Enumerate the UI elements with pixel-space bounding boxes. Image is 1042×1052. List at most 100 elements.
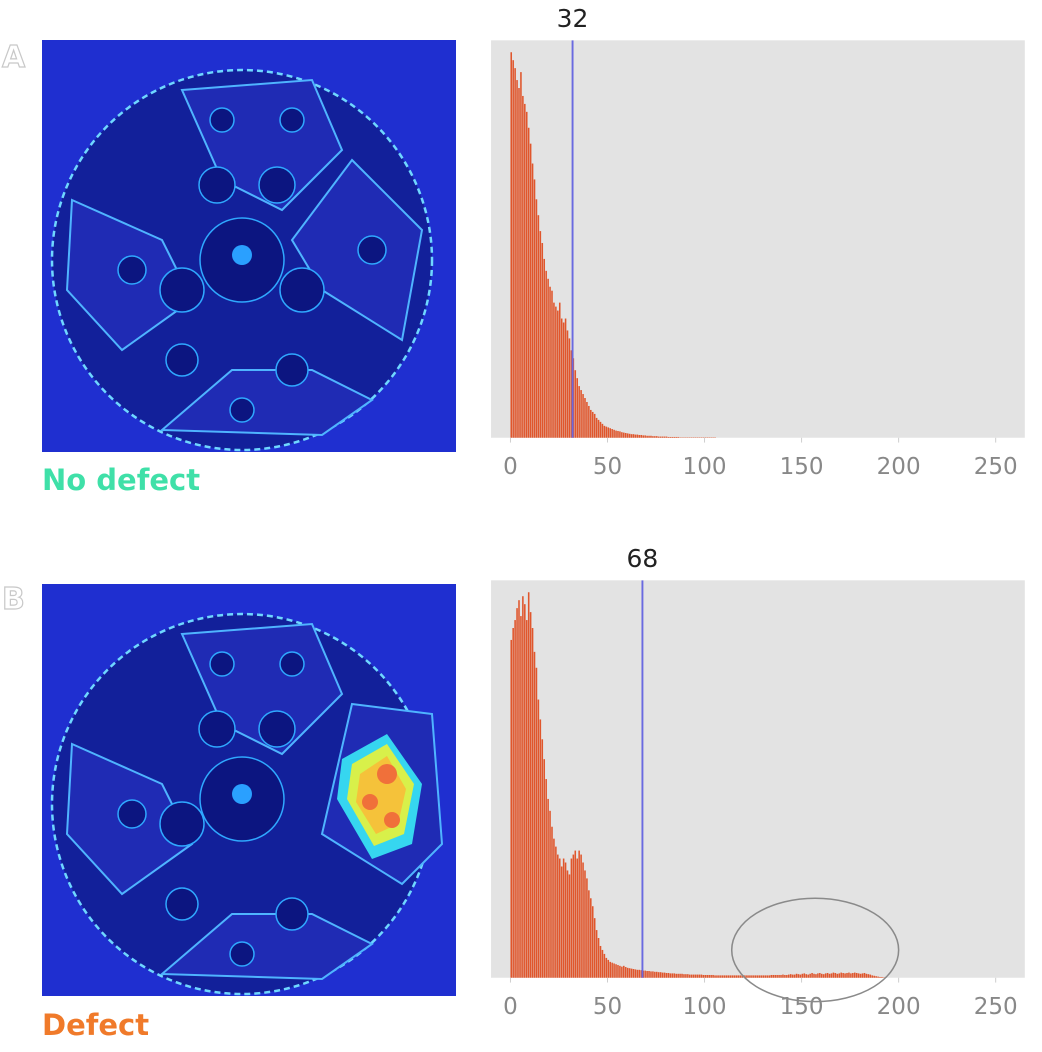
histogram-bar [516, 80, 518, 438]
histogram-bar [632, 434, 635, 438]
histogram-bar [774, 974, 776, 978]
histogram-bar [780, 974, 782, 978]
histogram-bar [665, 436, 668, 438]
histogram-bar [867, 974, 870, 978]
histogram-bar [557, 854, 559, 978]
histogram-bar [630, 434, 633, 438]
histogram-bar [599, 421, 602, 438]
x-tick-label: 250 [974, 454, 1018, 480]
histogram-bar [593, 918, 596, 978]
histogram-bar [574, 370, 577, 438]
histogram-bar [797, 974, 800, 978]
histogram-bar [654, 436, 656, 438]
histogram-bar [661, 436, 664, 438]
histogram-bar [524, 604, 526, 978]
x-tick-label: 0 [503, 454, 518, 480]
histogram-bar [689, 974, 691, 978]
histogram-bar [737, 975, 740, 978]
histogram-bar [572, 854, 575, 978]
histogram-bar [690, 974, 693, 978]
histogram-bar [756, 975, 759, 978]
histogram-bar [704, 974, 707, 978]
histogram-bar [636, 434, 639, 438]
histogram-bar [636, 969, 639, 978]
histogram-bar [685, 974, 687, 978]
histogram-bar [803, 973, 806, 978]
histogram-bar [584, 398, 586, 438]
histogram-bar [782, 974, 784, 978]
x-tick-label: 200 [877, 994, 921, 1020]
histogram-bar [650, 435, 652, 438]
histogram-bar [578, 386, 580, 438]
histogram-bar [871, 975, 874, 978]
histogram-bar [855, 972, 858, 978]
histogram-bar [844, 973, 846, 978]
wafer-pockets [117, 107, 387, 423]
x-tick-label: 50 [593, 454, 622, 480]
histogram-bar [597, 419, 600, 438]
histogram-bar [830, 973, 833, 978]
histogram-bar [628, 968, 631, 978]
histogram-bar [578, 850, 580, 978]
histogram-bar [834, 972, 837, 978]
histogram-bar [522, 596, 524, 978]
histogram-bar [727, 975, 730, 978]
histogram-bar [673, 436, 676, 438]
histogram-bar [648, 435, 650, 438]
histogram-bar [877, 976, 879, 978]
histogram-bar [640, 970, 643, 978]
histogram-bar [784, 974, 786, 978]
histogram-bar [735, 975, 738, 978]
histogram-bar [584, 870, 586, 978]
histogram-bar [683, 974, 685, 978]
defect-annotation-ellipse [730, 897, 900, 1003]
histogram-bar [551, 290, 553, 438]
wafer-center [232, 784, 252, 804]
histogram-b: 680 50 100 150 200 250 [491, 544, 1025, 1020]
histogram-bar [838, 973, 841, 978]
histogram-bar [865, 973, 868, 978]
histogram-bar [586, 878, 588, 978]
wafer-rim [50, 68, 434, 452]
histogram-bar [591, 411, 594, 438]
histogram-bar [535, 199, 538, 438]
histogram-bar [840, 972, 842, 978]
histogram-bar [822, 974, 825, 978]
histogram-bar [850, 973, 852, 978]
histogram-bar [547, 798, 549, 978]
histogram-bar [537, 215, 540, 438]
histogram-bar [809, 973, 811, 978]
histogram-bar [558, 302, 561, 438]
threshold-title: 68 [627, 544, 659, 573]
histogram-bar [529, 612, 532, 978]
histogram-bar [712, 974, 714, 978]
histogram-bar [813, 973, 815, 978]
histogram-bar [795, 973, 798, 978]
histogram-bar [665, 972, 668, 978]
histogram-bar [722, 975, 724, 978]
histogram-bar [590, 409, 592, 438]
histogram-bar [576, 378, 578, 438]
histogram-bar [755, 975, 757, 978]
histogram-bar [758, 975, 761, 978]
histogram-bar [648, 971, 650, 978]
histogram-bar [518, 88, 520, 438]
histogram-bar [861, 973, 864, 978]
histogram-bar [766, 975, 769, 978]
histogram-bar [531, 163, 534, 438]
histogram-bar [634, 969, 637, 978]
histogram-bar [652, 971, 654, 978]
histogram-bar [547, 278, 549, 438]
histogram-bar [621, 432, 623, 438]
histogram-bar [514, 68, 516, 438]
histogram-bar [520, 72, 522, 438]
histogram-bar [634, 434, 637, 438]
histogram-bar [786, 974, 788, 978]
histogram-bar [706, 974, 709, 978]
panel-letter-a: A [1, 39, 26, 75]
histogram-bar [605, 426, 608, 438]
histogram-bar [815, 974, 817, 978]
histogram-bar [801, 973, 804, 978]
histogram-bar [524, 103, 526, 438]
histogram-bar [626, 433, 629, 438]
